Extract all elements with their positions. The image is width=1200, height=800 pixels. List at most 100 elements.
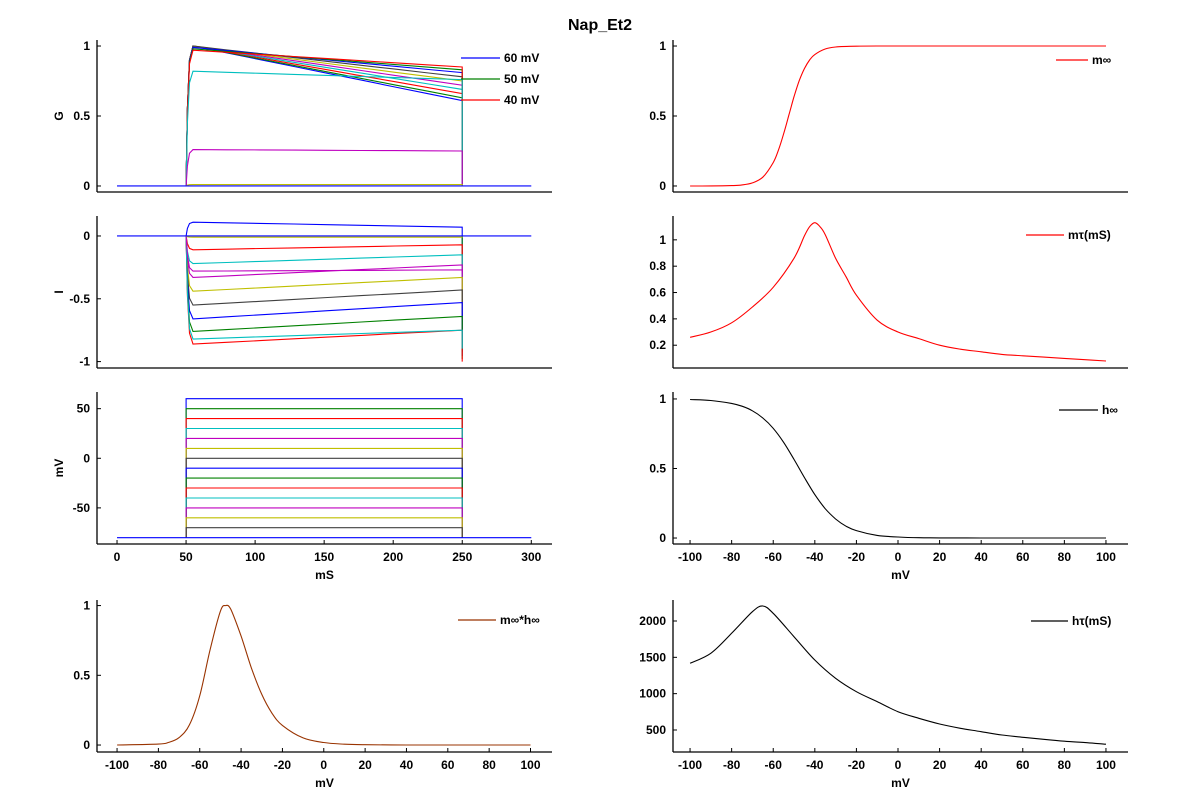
y-tick-label: 0.5 [73, 668, 90, 682]
legend: m∞ [1056, 53, 1111, 67]
trace-i-60mV [185, 221, 463, 327]
legend-label: m∞*h∞ [500, 613, 540, 627]
trace-i-40mV [185, 235, 463, 334]
x-axis-label: mV [891, 776, 910, 790]
legend-label: 60 mV [504, 51, 539, 65]
legend-label: 50 mV [504, 72, 539, 86]
y-tick-label: 1500 [639, 650, 666, 664]
y-tick-label: 50 [77, 402, 91, 416]
series-line-mtau [689, 222, 1107, 362]
legend: h∞ [1059, 403, 1118, 417]
y-tick-label: 1 [659, 39, 666, 53]
panel-G: 0 0.5 1 G 60 mV 50 mV 40 mV [52, 39, 552, 193]
figure-title: Nap_Et2 [568, 17, 632, 34]
legend-label: mτ(mS) [1068, 228, 1111, 242]
trace-i--30mV [185, 235, 463, 362]
y-tick-label: 1 [659, 233, 666, 247]
x-tick-label: -20 [848, 550, 866, 564]
trace-i-20mV [185, 235, 463, 343]
x-tick-label: 250 [452, 550, 472, 564]
x-tick-label: -100 [678, 758, 702, 772]
x-tick-label: -20 [848, 758, 866, 772]
x-tick-label: 80 [1058, 550, 1072, 564]
x-tick-label: -40 [232, 758, 250, 772]
x-tick-label: 100 [1096, 758, 1116, 772]
y-axis-label: I [52, 290, 66, 293]
trace-i-10mV [185, 235, 463, 348]
x-tick-label: -100 [678, 550, 702, 564]
x-tick-label: 20 [933, 550, 947, 564]
panel-V: -50 0 50 0 50 100 150 200 250 300 mS mV [52, 392, 552, 582]
x-axis-label: mV [891, 568, 910, 582]
trace-i-50mV [186, 235, 463, 330]
x-tick-label: 80 [482, 758, 496, 772]
x-tick-label: 60 [1016, 550, 1030, 564]
x-axis-label: mV [315, 776, 334, 790]
legend: 60 mV 50 mV 40 mV [461, 51, 539, 107]
y-tick-label: -0.5 [69, 292, 90, 306]
x-tick-label: -80 [723, 550, 741, 564]
panel-htau: 500 1000 1500 2000 -100 -80 -60 -40 -20 0 20 40 60 80… [639, 600, 1128, 790]
x-tick-label: 150 [314, 550, 334, 564]
x-tick-label: 100 [245, 550, 265, 564]
series-line-minf [690, 45, 1106, 187]
legend-label: hτ(mS) [1072, 614, 1111, 628]
x-tick-label: -80 [723, 758, 741, 772]
y-tick-label: -50 [73, 501, 91, 515]
x-tick-label: 60 [441, 758, 455, 772]
x-tick-label: 20 [358, 758, 372, 772]
x-tick-label: 200 [383, 550, 403, 564]
y-tick-label: 500 [646, 723, 666, 737]
trace-v--50mV [185, 507, 463, 538]
x-tick-label: -20 [274, 758, 292, 772]
x-tick-label: 20 [933, 758, 947, 772]
series-line-mh [117, 604, 531, 746]
trace-v--30mV [185, 487, 463, 538]
series-line-htau [689, 605, 1107, 745]
y-tick-label: 0 [83, 229, 90, 243]
trace-i--60mV [185, 235, 463, 238]
y-tick-label: 0.4 [649, 312, 666, 326]
trace-i-0mV [185, 235, 463, 352]
y-tick-label: 0 [83, 451, 90, 465]
panel-I: -1 -0.5 0 I [52, 216, 552, 369]
trace-g--40mV [185, 70, 463, 187]
y-tick-label: 0 [659, 179, 666, 193]
y-tick-label: 0.8 [649, 259, 666, 273]
x-tick-label: 0 [895, 550, 902, 564]
trace-g--50mV [185, 149, 463, 187]
x-tick-label: 60 [1016, 758, 1030, 772]
x-tick-label: 50 [179, 550, 193, 564]
y-tick-label: 1000 [639, 687, 666, 701]
y-axis-label: mV [52, 459, 66, 478]
panel-minf: 0 0.5 1 m∞ [649, 39, 1128, 193]
series-line-hinf [690, 398, 1106, 539]
panel-hinf: 0 0.5 1 -100 -80 -60 -40 -20 0 20 40 60 80 100 mV h∞ [649, 392, 1128, 582]
trace-v-10mV [185, 447, 463, 538]
x-tick-label: -60 [191, 758, 209, 772]
legend-label: 40 mV [504, 93, 539, 107]
trace-i--40mV [185, 235, 463, 349]
x-tick-label: -40 [806, 758, 824, 772]
x-tick-label: 0 [895, 758, 902, 772]
y-tick-label: -1 [79, 355, 90, 369]
legend-label: m∞ [1092, 53, 1111, 67]
trace-i--10mV [185, 235, 463, 356]
trace-v-30mV [185, 427, 463, 538]
y-tick-label: 1 [83, 39, 90, 53]
y-tick-label: 2000 [639, 614, 666, 628]
x-tick-label: 300 [521, 550, 541, 564]
x-tick-label: 40 [975, 758, 989, 772]
legend: m∞*h∞ [458, 613, 540, 627]
y-tick-label: 0.6 [649, 286, 666, 300]
x-tick-label: -100 [105, 758, 129, 772]
x-tick-label: -60 [765, 758, 783, 772]
x-tick-label: 100 [520, 758, 540, 772]
trace-v--70mV [185, 527, 463, 538]
panel-mtau: 0.2 0.4 0.6 0.8 1 mτ(mS) [649, 216, 1128, 369]
legend-label: h∞ [1102, 403, 1118, 417]
x-tick-label: 0 [114, 550, 121, 564]
legend: hτ(mS) [1031, 614, 1111, 628]
y-tick-label: 0.5 [649, 109, 666, 123]
